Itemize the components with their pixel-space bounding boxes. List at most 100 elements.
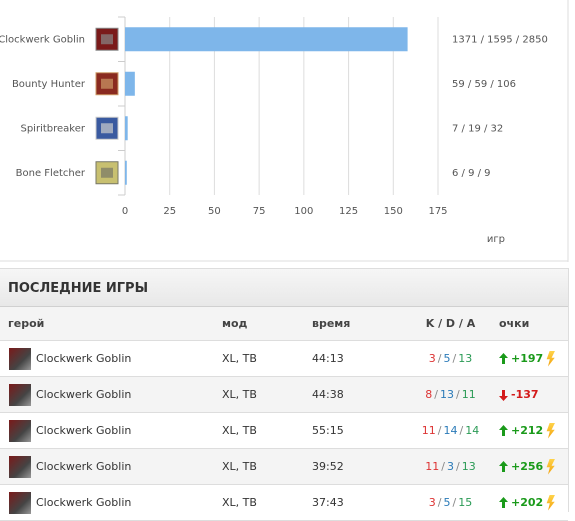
x-tick-label: 25: [163, 206, 176, 217]
bonus-icon: [546, 350, 556, 367]
kda-k: 11: [421, 424, 436, 437]
column-header: очки: [498, 307, 568, 341]
section-title: ПОСЛЕДНИЕ ИГРЫ: [0, 268, 568, 307]
points-value: -137: [511, 388, 539, 401]
column-header: время: [306, 307, 403, 341]
kda-d: 14: [443, 424, 458, 437]
kda-a: 14: [465, 424, 480, 437]
hero-icon: [9, 383, 31, 406]
category-label: Clockwerk Goblin: [0, 34, 85, 45]
mode: XL, TB: [221, 376, 306, 413]
stat-label: 1371 / 1595 / 2850: [452, 34, 548, 45]
kda: 3/5/15: [403, 484, 498, 521]
hero-icon-detail: [101, 167, 113, 178]
hero-cell: Clockwerk Goblin: [0, 484, 221, 521]
kda: 8/13/11: [403, 376, 498, 413]
x-tick-label: 100: [294, 206, 313, 217]
points-value: +197: [511, 351, 544, 365]
mode: XL, TB: [221, 484, 306, 521]
column-header: K / D / A: [403, 307, 498, 341]
column-header: мод: [221, 307, 306, 341]
kda-d: 5: [443, 496, 451, 509]
kda: 11/3/13: [403, 448, 498, 485]
points-value: +202: [511, 495, 544, 509]
kda-separator: /: [456, 388, 460, 401]
bonus-icon: [546, 422, 556, 439]
hero-cell: Clockwerk Goblin: [0, 412, 221, 449]
column-header: герой: [0, 307, 221, 341]
points: +202: [498, 484, 568, 521]
hero-cell: Clockwerk Goblin: [0, 448, 221, 485]
kda-k: 8: [425, 388, 433, 401]
x-tick-label: 50: [208, 206, 221, 217]
game-row: Clockwerk Goblin XL, TB 44:38 8/13/11 -137: [0, 376, 568, 413]
points: -137: [498, 376, 568, 413]
kda-separator: /: [437, 352, 442, 365]
hero-icon: [9, 347, 31, 370]
points: +212: [498, 412, 568, 449]
hero-icon: [9, 455, 31, 478]
points-value: +256: [511, 459, 544, 473]
stat-label: 7 / 19 / 32: [452, 123, 503, 134]
x-tick-label: 150: [384, 206, 403, 217]
game-row: Clockwerk Goblin XL, TB 37:43 3/5/15 +202: [0, 484, 568, 521]
kda-a: 11: [461, 388, 476, 401]
hero-cell: Clockwerk Goblin: [0, 376, 221, 413]
bar: [125, 71, 135, 96]
hero-icon: [9, 419, 31, 442]
x-tick-label: 0: [122, 206, 128, 217]
kda-separator: /: [441, 460, 445, 473]
points-value: +212: [511, 423, 544, 437]
kda-separator: /: [437, 496, 442, 509]
hero-name: Clockwerk Goblin: [36, 459, 132, 473]
kda: 11/14/14: [403, 412, 498, 449]
kda-k: 3: [428, 496, 436, 509]
kda-k: 3: [428, 352, 436, 365]
points: +256: [498, 448, 568, 485]
hero-name: Clockwerk Goblin: [36, 387, 132, 401]
kda: 3/5/13: [403, 340, 498, 377]
bar: [125, 116, 128, 141]
kda-a: 13: [461, 460, 476, 473]
time: 39:52: [306, 448, 403, 485]
arrow: [499, 424, 511, 437]
arrow: [499, 352, 511, 365]
kda-separator: /: [456, 460, 460, 473]
bar: [125, 160, 127, 185]
time: 55:15: [306, 412, 403, 449]
mode: XL, TB: [221, 412, 306, 449]
kda-separator: /: [459, 424, 464, 437]
x-tick-label: 75: [253, 206, 266, 217]
game-row: Clockwerk Goblin XL, TB 44:13 3/5/13 +197: [0, 340, 568, 377]
bar: [125, 27, 408, 52]
kda-separator: /: [452, 496, 457, 509]
kda-k: 11: [425, 460, 440, 473]
kda-d: 5: [443, 352, 451, 365]
stat-label: 6 / 9 / 9: [452, 168, 491, 179]
category-label: Bone Fletcher: [16, 168, 86, 179]
hero-name: Clockwerk Goblin: [36, 495, 132, 509]
kda-d: 13: [440, 388, 454, 401]
hero-icon-detail: [101, 78, 113, 89]
bonus-icon: [546, 494, 556, 511]
time: 37:43: [306, 484, 403, 521]
arrow: [499, 496, 511, 509]
arrow: [499, 460, 511, 473]
hero-cell: Clockwerk Goblin: [0, 340, 221, 377]
mode: XL, TB: [221, 340, 306, 377]
kda-separator: /: [434, 388, 438, 401]
points: +197: [498, 340, 568, 377]
hero-name: Clockwerk Goblin: [36, 351, 132, 365]
game-row: Clockwerk Goblin XL, TB 39:52 11/3/13 +256: [0, 448, 568, 485]
arrow: [499, 388, 511, 401]
bonus-icon: [546, 458, 556, 475]
kda-separator: /: [437, 424, 442, 437]
category-label: Spiritbreaker: [20, 123, 85, 134]
game-row: Clockwerk Goblin XL, TB 55:15 11/14/14 +212: [0, 412, 568, 449]
hero-icon-detail: [101, 34, 113, 45]
kda-separator: /: [452, 352, 457, 365]
x-tick-label: 125: [339, 206, 358, 217]
